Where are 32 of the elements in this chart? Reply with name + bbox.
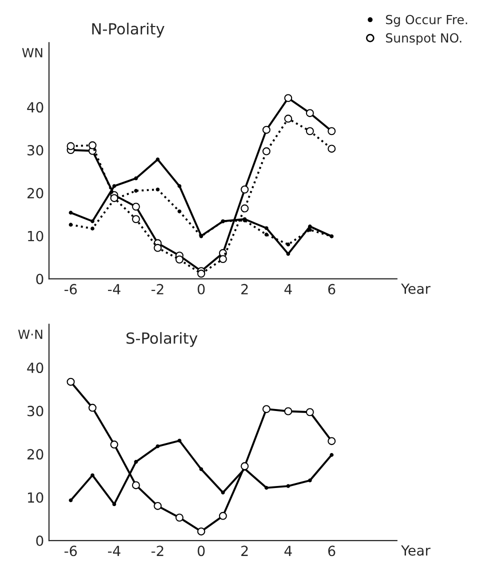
y-tick-label: 30 — [28, 144, 44, 156]
y-tick-label: 20 — [27, 188, 44, 198]
y-tick-label: 0 — [36, 274, 44, 284]
y-tick-label: 30 — [28, 406, 44, 416]
x-tick-label: 4 — [284, 546, 292, 556]
x-tick-label: -2 — [151, 284, 164, 294]
y-tick-label: 20 — [27, 449, 44, 460]
x-tick-label: 0 — [198, 284, 205, 294]
x-tick-label: 2 — [241, 546, 248, 556]
chart-title: S-Polarity — [126, 332, 198, 347]
x-axis-title: Year — [401, 545, 430, 556]
y-tick-label: 40 — [27, 102, 44, 113]
y-tick-label: 40 — [27, 362, 44, 374]
y-tick-label: 10 — [28, 230, 44, 242]
x-tick-label: -6 — [64, 546, 77, 556]
y-axis-title: WN — [22, 48, 42, 58]
chart-title: N-Polarity — [92, 22, 164, 38]
x-tick-label: -6 — [64, 284, 77, 294]
x-tick-label: -4 — [108, 546, 120, 556]
y-axis-title: W·N — [18, 330, 42, 339]
x-tick-label: -4 — [108, 284, 120, 294]
legend-label: Sunspot NO. — [386, 33, 462, 46]
x-tick-label: 6 — [328, 546, 336, 556]
legend-label: Sg Occur Fre. — [386, 14, 468, 27]
y-tick-label: 0 — [36, 536, 44, 546]
x-tick-label: 4 — [284, 284, 292, 294]
x-tick-label: 0 — [198, 546, 205, 556]
x-tick-label: 2 — [241, 284, 248, 294]
x-tick-label: 6 — [328, 284, 336, 294]
y-tick-label: 10 — [28, 492, 44, 503]
x-tick-label: -2 — [151, 546, 164, 556]
x-axis-title: Year — [401, 284, 430, 294]
